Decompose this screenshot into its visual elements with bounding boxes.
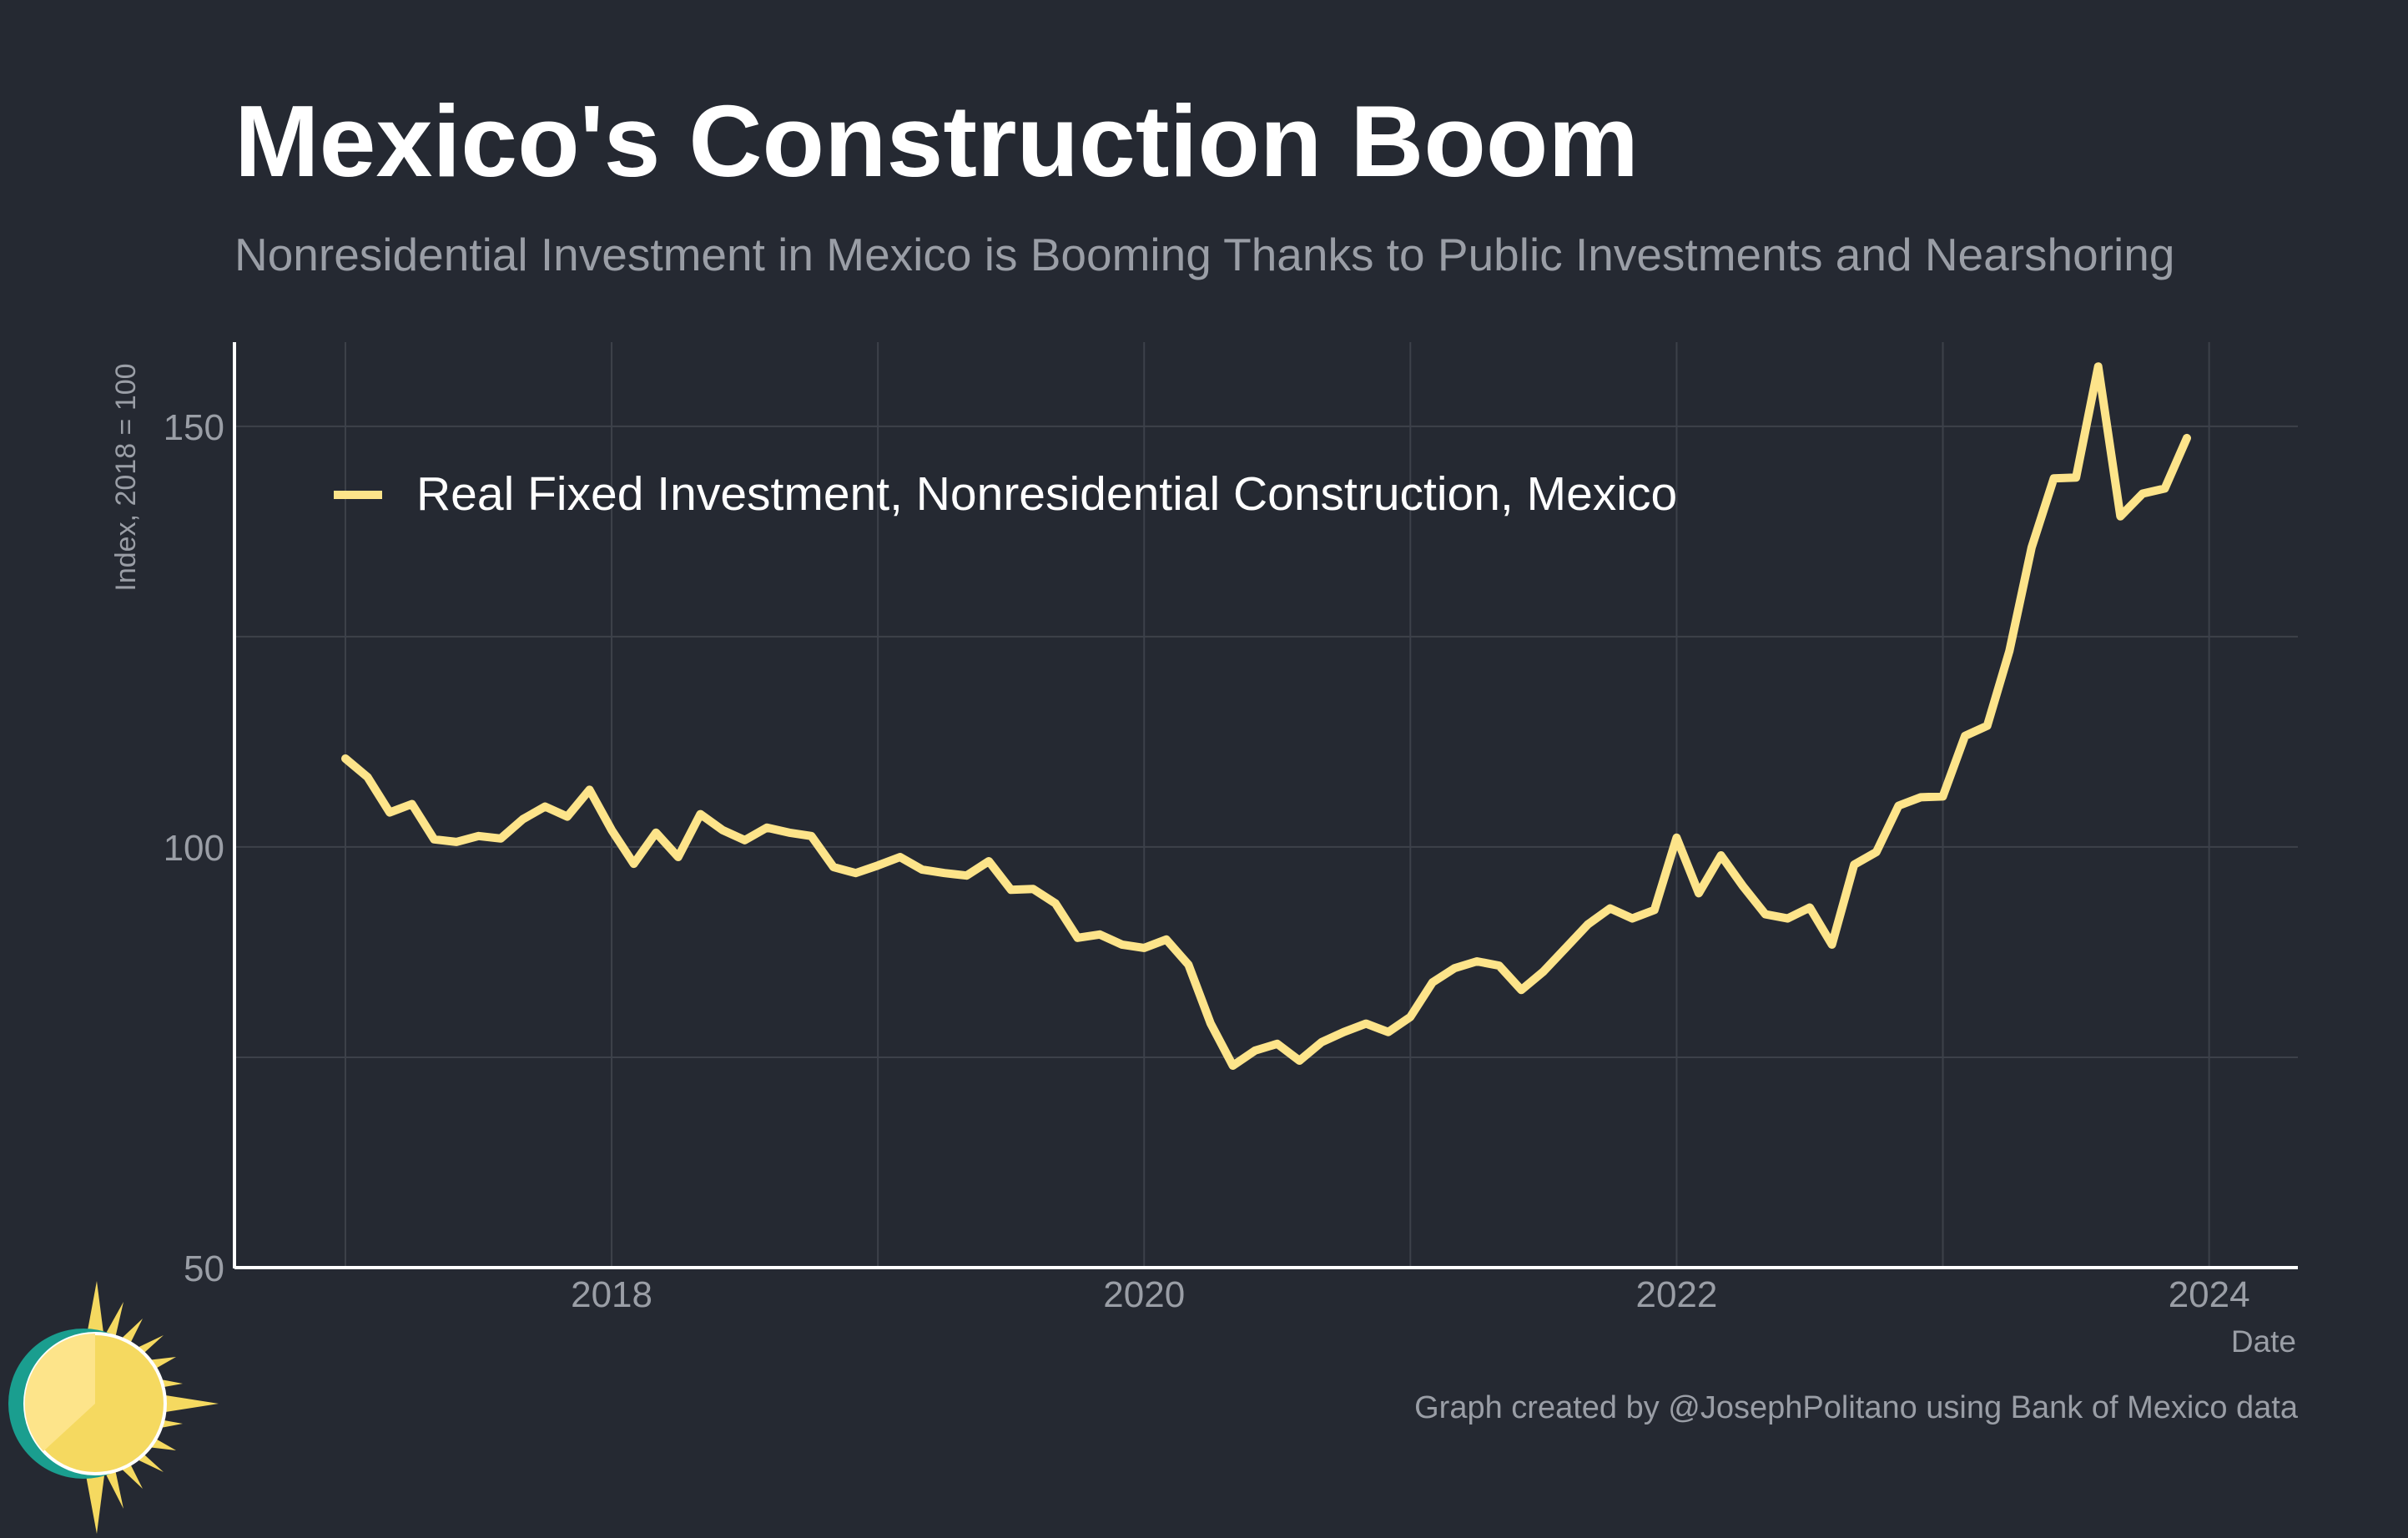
source-caption: Graph created by @JosephPolitano using B…: [1414, 1390, 2298, 1425]
y-axis-label: Index, 2018 = 100: [110, 363, 142, 591]
sun-logo-icon: [8, 1281, 219, 1534]
series-line: [341, 362, 2191, 1070]
x-tick-label: 2022: [1635, 1274, 1717, 1315]
x-tick-label: 2020: [1103, 1274, 1185, 1315]
axes: [233, 342, 2298, 1269]
y-tick-label: 50: [184, 1248, 224, 1289]
x-tick-label: 2018: [571, 1274, 652, 1315]
chart-title: Mexico's Construction Boom: [234, 84, 1639, 198]
y-tick-labels: 50 100 150: [164, 407, 224, 1289]
y-tick-label: 100: [164, 828, 224, 869]
series-lines: [341, 362, 2191, 1070]
x-axis-label: Date: [2231, 1324, 2296, 1359]
x-tick-label: 2024: [2169, 1274, 2250, 1315]
x-tick-labels: 2018 2020 2022 2024: [571, 1274, 2249, 1315]
logo-sun-highlight: [24, 1333, 95, 1451]
legend: Real Fixed Investment, Nonresidential Co…: [334, 467, 1677, 521]
chart-subtitle: Nonresidential Investment in Mexico is B…: [234, 229, 2175, 280]
y-tick-label: 150: [164, 407, 224, 448]
legend-label: Real Fixed Investment, Nonresidential Co…: [416, 467, 1677, 521]
